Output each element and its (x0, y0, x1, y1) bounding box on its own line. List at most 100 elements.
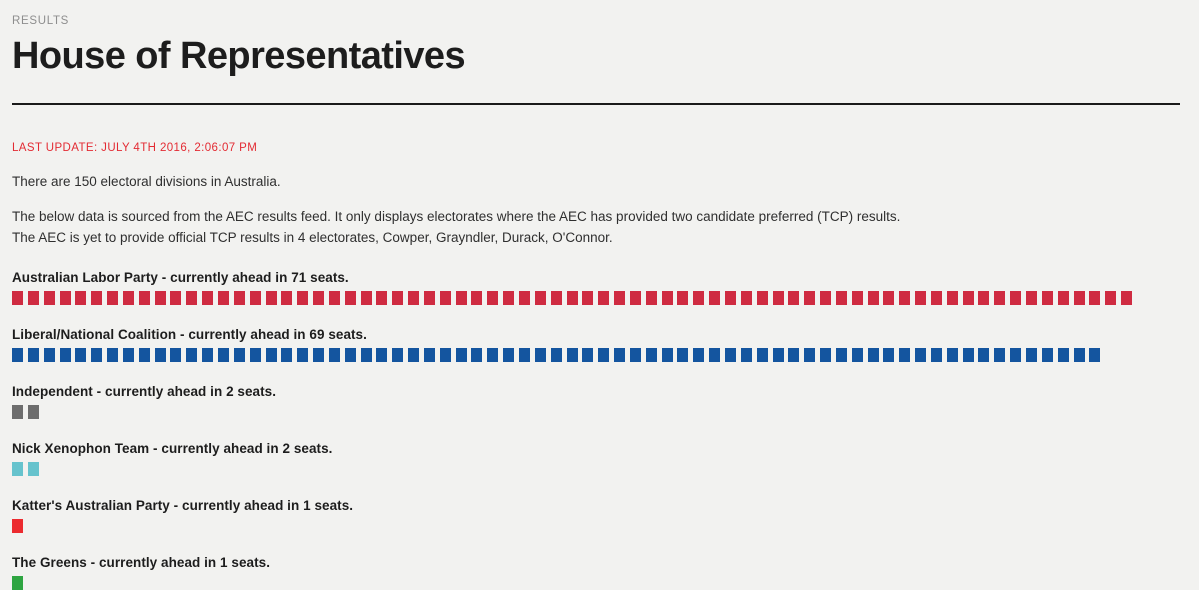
seat-square (455, 348, 467, 363)
seat-square (756, 348, 768, 363)
party-seat-chart: Australian Labor Party - currently ahead… (12, 269, 1180, 590)
seat-square (154, 291, 166, 306)
seat-square (471, 291, 483, 306)
seat-square (1041, 291, 1053, 306)
seat-bar (12, 405, 1180, 420)
seat-square (12, 348, 23, 363)
intro-spacer (12, 192, 1180, 206)
seat-square (439, 348, 451, 363)
seat-square (962, 348, 974, 363)
seat-square (75, 348, 87, 363)
seat-square (122, 348, 134, 363)
intro-line-source: The below data is sourced from the AEC r… (12, 209, 901, 225)
seat-square (835, 348, 847, 363)
seat-square (820, 348, 832, 363)
seat-square (724, 348, 736, 363)
seat-square (1089, 348, 1101, 363)
seat-square (43, 291, 55, 306)
seat-square (677, 348, 689, 363)
seat-square (423, 291, 435, 306)
seat-square (550, 348, 562, 363)
page-title: House of Representatives (12, 35, 466, 77)
seat-square (439, 291, 451, 306)
seat-square (1121, 291, 1133, 306)
seat-square (867, 348, 879, 363)
seat-square (154, 348, 166, 363)
seat-square (915, 348, 927, 363)
seat-square (1105, 291, 1117, 306)
seat-square (677, 291, 689, 306)
seat-square (899, 291, 911, 306)
seat-square (297, 291, 309, 306)
seat-square (12, 291, 23, 306)
seat-square (376, 348, 388, 363)
seat-square (534, 348, 546, 363)
seat-square (217, 291, 229, 306)
party-block: Australian Labor Party - currently ahead… (12, 269, 1180, 306)
party-label: Liberal/National Coalition - currently a… (12, 327, 367, 343)
seat-square (772, 348, 784, 363)
seat-square (27, 291, 39, 306)
seat-square (1057, 291, 1069, 306)
seat-square (202, 348, 214, 363)
seat-square (265, 348, 277, 363)
seat-square (756, 291, 768, 306)
seat-square (122, 291, 134, 306)
results-page: RESULTS House of Representatives LAST UP… (12, 15, 1180, 590)
seat-square (27, 348, 39, 363)
seat-square (724, 291, 736, 306)
seat-square (946, 348, 958, 363)
seat-square (487, 291, 499, 306)
seat-square (930, 348, 942, 363)
seat-square (804, 348, 816, 363)
party-block: Nick Xenophon Team - currently ahead in … (12, 440, 1180, 477)
seat-square (217, 348, 229, 363)
seat-square (804, 291, 816, 306)
seat-square (1089, 291, 1101, 306)
seat-square (1010, 348, 1022, 363)
intro-line-divisions: There are 150 electoral divisions in Aus… (12, 174, 281, 190)
seat-square (835, 291, 847, 306)
intro-line-pending: The AEC is yet to provide official TCP r… (12, 230, 613, 246)
seat-square (186, 348, 198, 363)
seat-square (376, 291, 388, 306)
seat-square (645, 348, 657, 363)
seat-square (1026, 348, 1037, 363)
seat-square (265, 291, 277, 306)
seat-square (709, 348, 721, 363)
seat-square (883, 291, 895, 306)
seat-square (408, 291, 420, 306)
seat-square (91, 348, 103, 363)
seat-square (740, 291, 752, 306)
party-block: Independent - currently ahead in 2 seats… (12, 383, 1180, 420)
party-label: Katter's Australian Party - currently ah… (12, 498, 354, 514)
party-label: Nick Xenophon Team - currently ahead in … (12, 441, 333, 457)
seat-square (503, 291, 515, 306)
seat-square (820, 291, 832, 306)
seat-square (344, 348, 356, 363)
seat-square (12, 405, 23, 420)
seat-square (519, 291, 530, 306)
seat-square (788, 291, 800, 306)
seat-square (107, 291, 119, 306)
seat-square (661, 348, 673, 363)
seat-square (392, 291, 404, 306)
party-label: Australian Labor Party - currently ahead… (12, 270, 349, 286)
seat-square (503, 348, 515, 363)
seat-square (1041, 348, 1053, 363)
seat-square (582, 348, 594, 363)
seat-square (614, 291, 626, 306)
seat-square (233, 291, 245, 306)
seat-square (883, 348, 895, 363)
seat-square (408, 348, 420, 363)
seat-square (59, 291, 71, 306)
seat-square (360, 348, 372, 363)
seat-bar (12, 348, 1180, 363)
seat-square (12, 576, 23, 590)
party-label: The Greens - currently ahead in 1 seats. (12, 555, 271, 571)
seat-square (344, 291, 356, 306)
seat-square (693, 291, 705, 306)
seat-square (423, 348, 435, 363)
seat-square (693, 348, 705, 363)
seat-square (249, 291, 261, 306)
